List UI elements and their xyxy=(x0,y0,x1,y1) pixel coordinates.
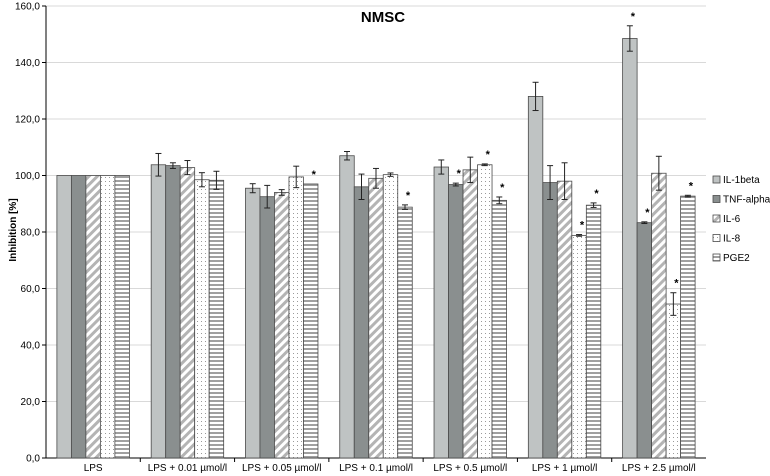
significance-marker: * xyxy=(674,278,679,290)
bar-tnf-alpha xyxy=(353,186,370,459)
y-tick-label: 40,0 xyxy=(21,341,41,352)
legend-label: IL-8 xyxy=(723,234,741,245)
bar-il-1beta xyxy=(56,175,72,459)
y-tick-label: 140,0 xyxy=(15,58,40,69)
x-tick-label: LPS + 0.1 µmol/l xyxy=(339,463,413,474)
bar-il-6 xyxy=(179,167,196,459)
x-tick-label: LPS + 1 µmol/l xyxy=(532,463,598,474)
bar-tnf-alpha xyxy=(636,222,653,459)
bar-il-6 xyxy=(274,192,290,459)
y-tick-label: 80,0 xyxy=(21,228,41,239)
significance-marker: * xyxy=(500,182,505,194)
bar-pge2 xyxy=(585,204,602,459)
bar-il-1beta xyxy=(150,164,167,459)
bar-tnf-alpha xyxy=(542,182,558,459)
labels: 0,0 20,0 40,0 60,0 80,0 100,0 120,0 140,0 160,0 L… xyxy=(15,2,696,475)
significance-marker: * xyxy=(594,188,599,200)
bar-il-6 xyxy=(368,177,384,459)
bar-tnf-alpha xyxy=(448,184,464,459)
bar-pge2 xyxy=(303,183,319,459)
x-tick-label: LPS xyxy=(84,463,103,474)
significance-marker: * xyxy=(631,11,636,23)
legend-label: IL-6 xyxy=(723,214,741,225)
x-tick-label: LPS + 0.05 µmol/l xyxy=(242,463,321,474)
significance-marker: * xyxy=(486,149,491,161)
y-tick-label: 100,0 xyxy=(15,171,40,182)
bar-il-8 xyxy=(99,175,116,459)
legend: IL-1beta TNF-alpha IL-6 IL-8 PGE2 xyxy=(712,175,770,264)
bar-il-1beta xyxy=(245,187,261,459)
bar-il-8 xyxy=(665,303,682,459)
bar-il-6 xyxy=(462,169,478,459)
significance-marker: * xyxy=(406,190,411,202)
bar-il-8 xyxy=(194,179,210,459)
y-tick-label: 160,0 xyxy=(15,2,40,13)
y-tick-label: 60,0 xyxy=(21,284,41,295)
bar-il-8 xyxy=(288,176,304,459)
y-tick-label: 20,0 xyxy=(21,397,41,408)
significance-marker: * xyxy=(645,207,650,219)
bar-pge2 xyxy=(208,179,225,459)
bar-tnf-alpha xyxy=(70,175,87,459)
significance-marker: * xyxy=(457,168,462,180)
bar-pge2 xyxy=(491,199,507,459)
y-tick-label: 120,0 xyxy=(15,115,40,126)
bars xyxy=(56,25,696,459)
legend-label: TNF-alpha xyxy=(723,195,770,206)
bar-il-1beta xyxy=(622,38,638,459)
legend-swatch xyxy=(712,253,721,262)
bar-tnf-alpha xyxy=(165,165,181,459)
bar-il-6 xyxy=(651,172,667,459)
bar-il-1beta xyxy=(527,96,544,459)
bar-il-1beta xyxy=(339,155,355,459)
y-tick-label: 0,0 xyxy=(26,454,40,465)
legend-swatch xyxy=(712,214,721,223)
x-tick-label: LPS + 0.01 µmol/l xyxy=(148,463,227,474)
bar-il-6 xyxy=(556,180,573,459)
bar-il-8 xyxy=(571,234,587,459)
significance-marker: * xyxy=(689,180,694,192)
bar-il-6 xyxy=(85,175,101,459)
bar-il-8 xyxy=(382,174,399,459)
significance-marker: * xyxy=(312,169,317,181)
legend-label: IL-1beta xyxy=(723,175,760,186)
legend-swatch xyxy=(712,234,721,242)
chart-title: NMSC xyxy=(361,9,405,26)
legend-label: PGE2 xyxy=(723,253,750,264)
y-axis-title: Inhibition [%] xyxy=(8,198,19,261)
bar-pge2 xyxy=(397,206,413,459)
legend-swatch xyxy=(712,195,721,203)
x-tick-label: LPS + 2.5 µmol/l xyxy=(622,463,696,474)
bar-pge2 xyxy=(114,175,130,459)
bar-pge2 xyxy=(680,195,696,459)
bar-il-1beta xyxy=(433,166,449,459)
bar-il-8 xyxy=(477,164,493,459)
significance-marker: * xyxy=(580,220,585,232)
legend-swatch xyxy=(712,175,721,184)
bar-tnf-alpha xyxy=(259,196,275,459)
x-tick-label: LPS + 0.5 µmol/l xyxy=(433,463,507,474)
